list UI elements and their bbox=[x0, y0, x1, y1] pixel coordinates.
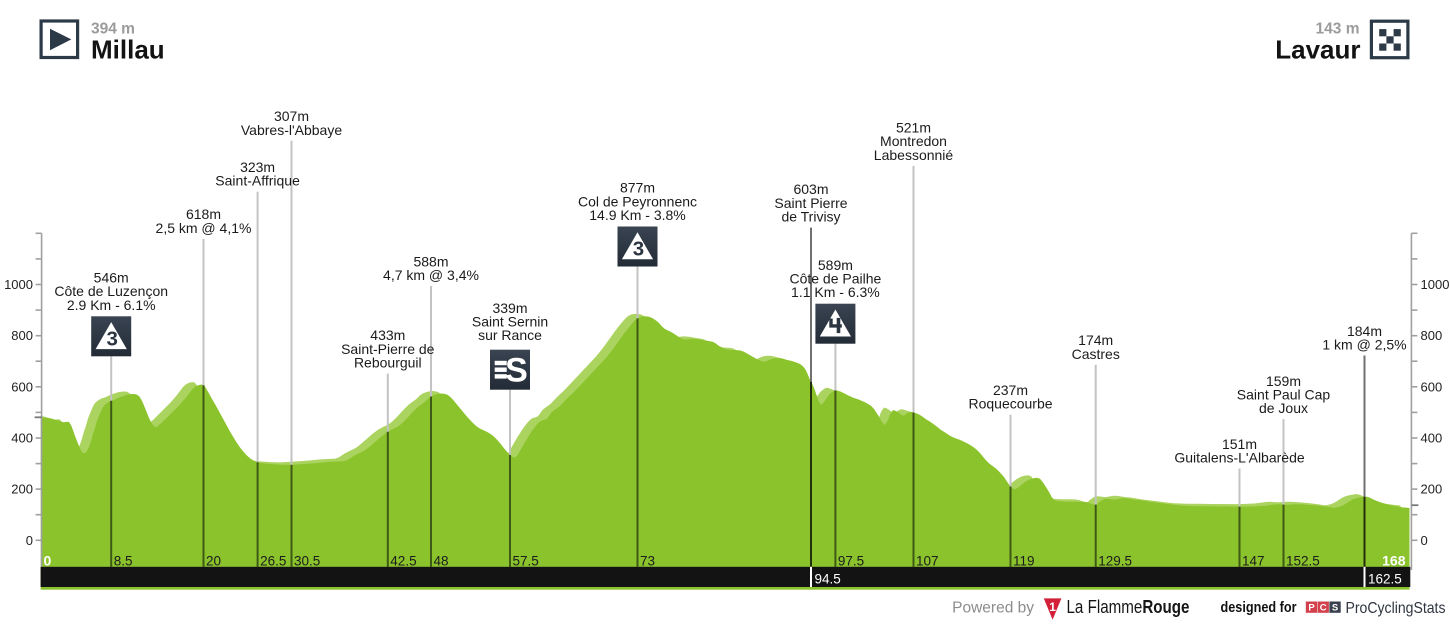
svg-text:1000: 1000 bbox=[1421, 277, 1450, 292]
svg-text:Col de Peyronnenc: Col de Peyronnenc bbox=[578, 193, 697, 209]
svg-text:184m: 184m bbox=[1347, 323, 1382, 339]
svg-text:Saint Pierre: Saint Pierre bbox=[774, 195, 847, 211]
svg-text:588m: 588m bbox=[413, 253, 448, 269]
svg-text:0: 0 bbox=[26, 533, 33, 548]
svg-text:323m: 323m bbox=[240, 159, 275, 175]
svg-text:20: 20 bbox=[206, 554, 221, 569]
svg-text:877m: 877m bbox=[620, 180, 655, 196]
svg-text:La FlammeRouge: La FlammeRouge bbox=[1067, 596, 1190, 617]
svg-text:Montredon: Montredon bbox=[880, 133, 947, 149]
svg-text:de Trivisy: de Trivisy bbox=[781, 209, 840, 225]
svg-text:48: 48 bbox=[434, 554, 449, 569]
svg-text:546m: 546m bbox=[94, 269, 129, 285]
svg-text:97.5: 97.5 bbox=[838, 554, 864, 569]
svg-text:394 m: 394 m bbox=[91, 21, 135, 38]
svg-text:Saint-Affrique: Saint-Affrique bbox=[215, 173, 300, 189]
svg-text:Castres: Castres bbox=[1072, 346, 1120, 362]
svg-text:S: S bbox=[505, 352, 528, 390]
svg-text:168: 168 bbox=[1382, 553, 1406, 569]
svg-text:Powered by: Powered by bbox=[952, 600, 1034, 617]
svg-text:174m: 174m bbox=[1078, 332, 1113, 348]
svg-text:119: 119 bbox=[1013, 554, 1035, 569]
svg-text:14.9 Km - 3.8%: 14.9 Km - 3.8% bbox=[589, 207, 686, 223]
svg-text:143 m: 143 m bbox=[1316, 21, 1360, 38]
svg-text:Vabres-l'Abbaye: Vabres-l'Abbaye bbox=[241, 122, 342, 138]
svg-text:1 km @ 2,5%: 1 km @ 2,5% bbox=[1322, 337, 1406, 353]
svg-text:Guitalens-L'Albarède: Guitalens-L'Albarède bbox=[1174, 450, 1305, 466]
svg-text:0: 0 bbox=[1421, 533, 1428, 548]
svg-text:Côte de Pailhe: Côte de Pailhe bbox=[789, 271, 881, 287]
svg-text:S: S bbox=[1332, 603, 1338, 614]
svg-text:94.5: 94.5 bbox=[815, 572, 841, 587]
svg-text:sur Rance: sur Rance bbox=[478, 327, 542, 343]
svg-text:800: 800 bbox=[11, 328, 33, 343]
svg-text:800: 800 bbox=[1421, 328, 1443, 343]
svg-text:26.5: 26.5 bbox=[260, 554, 286, 569]
svg-text:57.5: 57.5 bbox=[513, 554, 539, 569]
svg-text:2,5 km @ 4,1%: 2,5 km @ 4,1% bbox=[156, 220, 252, 236]
svg-text:2.9 Km - 6.1%: 2.9 Km - 6.1% bbox=[67, 297, 156, 313]
svg-text:1000: 1000 bbox=[4, 277, 33, 292]
svg-text:147: 147 bbox=[1242, 554, 1265, 569]
svg-text:521m: 521m bbox=[896, 120, 931, 136]
svg-text:Roquecourbe: Roquecourbe bbox=[968, 396, 1052, 412]
svg-text:Rebourguil: Rebourguil bbox=[354, 355, 422, 371]
svg-text:600: 600 bbox=[1421, 379, 1443, 394]
svg-text:Labessonnié: Labessonnié bbox=[874, 147, 954, 163]
svg-text:162.5: 162.5 bbox=[1368, 572, 1402, 587]
svg-text:4,7 km @ 3,4%: 4,7 km @ 3,4% bbox=[383, 267, 479, 283]
svg-text:73: 73 bbox=[640, 554, 655, 569]
svg-text:107: 107 bbox=[916, 554, 939, 569]
svg-text:237m: 237m bbox=[993, 382, 1028, 398]
svg-text:159m: 159m bbox=[1266, 373, 1301, 389]
svg-text:Saint Sernin: Saint Sernin bbox=[472, 314, 548, 330]
svg-text:P: P bbox=[1308, 603, 1315, 614]
svg-text:200: 200 bbox=[11, 482, 33, 497]
svg-text:200: 200 bbox=[1421, 482, 1443, 497]
svg-text:Lavaur: Lavaur bbox=[1275, 35, 1360, 65]
svg-text:129.5: 129.5 bbox=[1098, 554, 1132, 569]
svg-text:Saint Paul Cap: Saint Paul Cap bbox=[1237, 387, 1331, 403]
svg-text:Côte de Luzençon: Côte de Luzençon bbox=[54, 283, 168, 299]
svg-text:C: C bbox=[1320, 603, 1327, 614]
svg-text:339m: 339m bbox=[492, 300, 527, 316]
svg-text:designed for: designed for bbox=[1221, 600, 1297, 616]
svg-text:1.1 Km - 6.3%: 1.1 Km - 6.3% bbox=[791, 284, 880, 300]
svg-text:0: 0 bbox=[44, 553, 52, 569]
svg-text:400: 400 bbox=[11, 431, 33, 446]
svg-text:Saint-Pierre de: Saint-Pierre de bbox=[341, 341, 435, 357]
svg-text:307m: 307m bbox=[274, 108, 309, 124]
svg-text:589m: 589m bbox=[818, 257, 853, 273]
svg-text:de Joux: de Joux bbox=[1259, 400, 1308, 416]
svg-text:618m: 618m bbox=[186, 206, 221, 222]
svg-text:152.5: 152.5 bbox=[1286, 554, 1320, 569]
svg-text:Millau: Millau bbox=[91, 35, 165, 65]
svg-text:433m: 433m bbox=[370, 327, 405, 343]
svg-text:3: 3 bbox=[633, 238, 644, 261]
svg-text:151m: 151m bbox=[1222, 436, 1257, 452]
svg-text:600: 600 bbox=[11, 379, 33, 394]
svg-text:30.5: 30.5 bbox=[294, 554, 320, 569]
svg-text:8.5: 8.5 bbox=[114, 554, 133, 569]
svg-text:400: 400 bbox=[1421, 431, 1443, 446]
svg-text:ProCyclingStats: ProCyclingStats bbox=[1346, 600, 1446, 617]
svg-text:603m: 603m bbox=[793, 181, 828, 197]
svg-text:1: 1 bbox=[1049, 600, 1056, 614]
svg-text:3: 3 bbox=[106, 328, 117, 351]
svg-text:42.5: 42.5 bbox=[390, 554, 416, 569]
